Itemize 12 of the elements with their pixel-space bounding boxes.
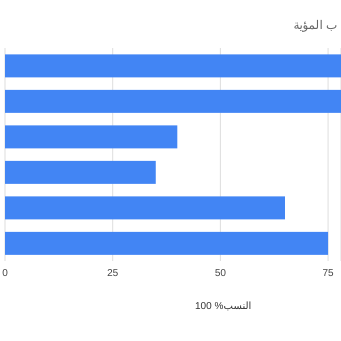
x-tick-label: 75 [322,268,334,280]
bar [5,90,341,113]
x-tick-label: 0 [2,268,8,280]
bar [5,54,341,78]
bar [5,125,178,148]
x-axis-title: 100 %النسب [195,300,252,312]
x-tick-label: 50 [214,268,226,280]
bar [5,232,328,255]
bar [5,196,285,220]
chart-title: ب المؤية [294,18,337,32]
bar [5,160,156,184]
x-tick-label: 25 [107,268,119,280]
